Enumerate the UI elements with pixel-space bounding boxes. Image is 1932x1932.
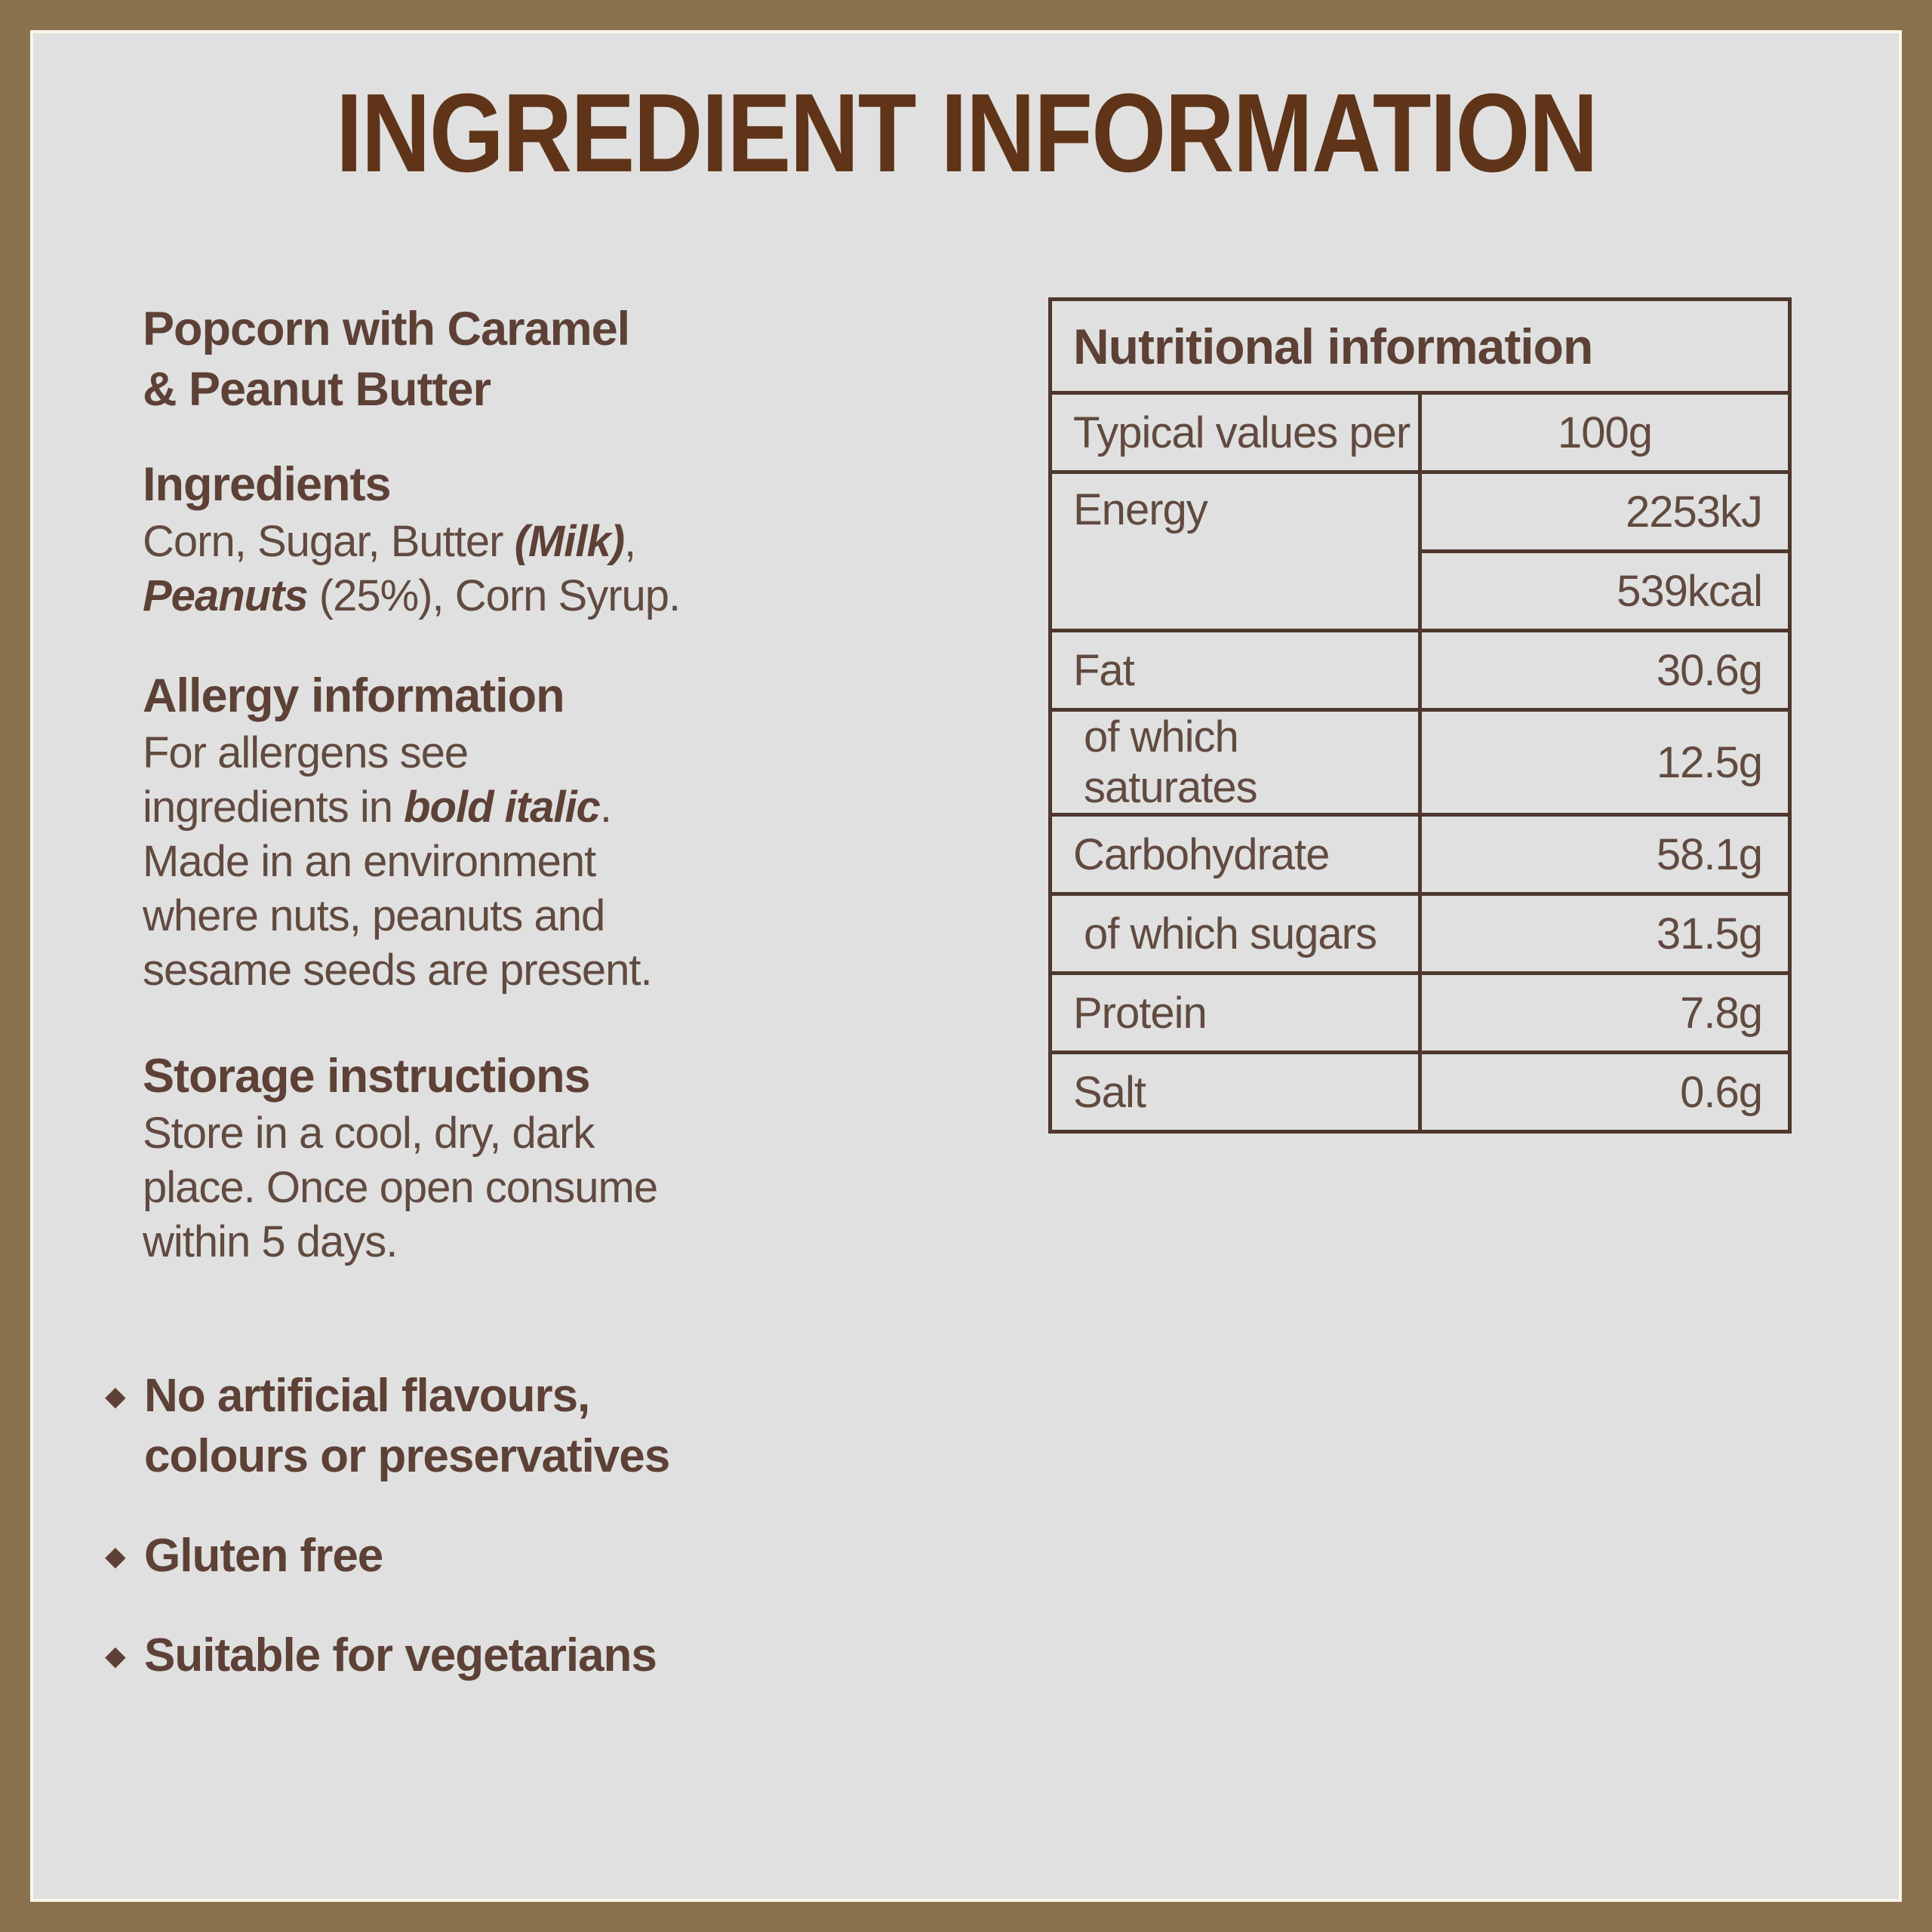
ingredients-text: (25%), Corn Syrup. bbox=[307, 571, 681, 620]
row-label-protein: Protein bbox=[1048, 971, 1422, 1054]
table-row: of which saturates 12.5g bbox=[1048, 708, 1792, 817]
ingredients-line2: Peanuts (25%), Corn Syrup. bbox=[143, 569, 761, 623]
table-row: Fat 30.6g bbox=[1048, 629, 1792, 712]
ingredients-line1: Corn, Sugar, Butter (Milk), bbox=[143, 515, 761, 569]
bullet-text-vegetarian: Suitable for vegetarians bbox=[144, 1629, 657, 1681]
table-row: Typical values per 100g bbox=[1048, 391, 1792, 474]
product-title-line1: Popcorn with Caramel bbox=[143, 303, 630, 355]
allergy-line1: For allergens see bbox=[143, 728, 469, 777]
allergy-line4: where nuts, peanuts and bbox=[143, 891, 605, 940]
left-column: Popcorn with Caramel & Peanut Butter Ing… bbox=[105, 299, 761, 1686]
list-item: ◆ Gluten free bbox=[105, 1526, 761, 1586]
bullet-line: colours or preservatives bbox=[144, 1430, 670, 1482]
diamond-bullet-icon: ◆ bbox=[105, 1640, 126, 1671]
diamond-bullet-icon: ◆ bbox=[105, 1380, 126, 1411]
allergy-line2: ingredients in bold italic. bbox=[143, 780, 761, 835]
page-title: INGREDIENT INFORMATION bbox=[335, 71, 1598, 195]
row-value-energy-kcal: 539kcal bbox=[1418, 549, 1792, 632]
table-row: Carbohydrate 58.1g bbox=[1048, 813, 1792, 896]
bullet-text-gluten-free: Gluten free bbox=[144, 1530, 383, 1582]
row-value-fat: 30.6g bbox=[1418, 629, 1792, 712]
row-value-protein: 7.8g bbox=[1418, 971, 1792, 1054]
row-label-salt: Salt bbox=[1048, 1051, 1422, 1134]
column-header-label: Typical values per bbox=[1048, 391, 1422, 474]
storage-line2: place. Once open consume bbox=[143, 1163, 658, 1212]
table-row: 539kcal bbox=[1051, 549, 1792, 632]
allergy-text: . bbox=[599, 783, 612, 832]
ingredients-text: Corn, Sugar, Butter bbox=[143, 517, 515, 566]
nutrition-table-title: Nutritional information bbox=[1048, 297, 1792, 395]
row-label-sugars: of which sugars bbox=[1048, 892, 1422, 975]
allergy-heading: Allergy information bbox=[143, 669, 565, 722]
allergy-line5: sesame seeds are present. bbox=[143, 946, 653, 995]
ingredients-text: , bbox=[624, 517, 636, 566]
table-row: Salt 0.6g bbox=[1048, 1051, 1792, 1134]
nutrition-table: Nutritional information Typical values p… bbox=[1048, 297, 1792, 1134]
storage-heading: Storage instructions bbox=[143, 1050, 591, 1103]
storage-line3: within 5 days. bbox=[143, 1217, 398, 1266]
row-value-energy-kj: 2253kJ bbox=[1418, 470, 1792, 553]
row-label-carbohydrate: Carbohydrate bbox=[1048, 813, 1422, 896]
ingredients-heading: Ingredients bbox=[143, 458, 392, 511]
bullet-line: No artificial flavours, bbox=[144, 1370, 590, 1422]
row-value-salt: 0.6g bbox=[1418, 1051, 1792, 1134]
row-value-saturates: 12.5g bbox=[1418, 708, 1792, 817]
row-value-sugars: 31.5g bbox=[1418, 892, 1792, 975]
table-header-row: Nutritional information bbox=[1048, 297, 1792, 395]
row-value-carbohydrate: 58.1g bbox=[1418, 813, 1792, 896]
bullet-text-no-artificial: No artificial flavours, colours or preser… bbox=[144, 1366, 670, 1487]
label-panel: INGREDIENT INFORMATION Popcorn with Cara… bbox=[30, 30, 1902, 1902]
allergen-milk: (Milk) bbox=[514, 517, 625, 566]
table-row: Energy 2253kJ bbox=[1048, 470, 1792, 632]
allergen-peanuts: Peanuts bbox=[143, 571, 309, 620]
title-wrap: INGREDIENT INFORMATION bbox=[33, 66, 1899, 201]
row-label-fat: Fat bbox=[1048, 629, 1422, 712]
storage-line1: Store in a cool, dry, dark bbox=[143, 1109, 595, 1158]
table-row: of which sugars 31.5g bbox=[1048, 892, 1792, 975]
storage-section: Storage instructions Store in a cool, dr… bbox=[143, 1046, 761, 1269]
row-label-energy: Energy bbox=[1048, 470, 1422, 632]
allergy-bold-italic-note: bold italic bbox=[404, 783, 601, 832]
diamond-bullet-icon: ◆ bbox=[105, 1540, 126, 1571]
allergy-text: ingredients in bbox=[143, 783, 405, 832]
product-title-line2: & Peanut Butter bbox=[143, 363, 491, 416]
table-row: Protein 7.8g bbox=[1048, 971, 1792, 1054]
ingredients-section: Ingredients Corn, Sugar, Butter (Milk), … bbox=[143, 454, 761, 623]
feature-bullets: ◆ No artificial flavours, colours or pres… bbox=[105, 1366, 761, 1686]
row-label-saturates: of which saturates bbox=[1048, 708, 1422, 817]
product-title: Popcorn with Caramel & Peanut Butter bbox=[143, 299, 761, 420]
list-item: ◆ Suitable for vegetarians bbox=[105, 1626, 761, 1686]
allergy-section: Allergy information For allergens see in… bbox=[143, 666, 761, 998]
column-header-value: 100g bbox=[1418, 391, 1792, 474]
allergy-line3: Made in an environment bbox=[143, 837, 596, 886]
list-item: ◆ No artificial flavours, colours or pres… bbox=[105, 1366, 761, 1487]
